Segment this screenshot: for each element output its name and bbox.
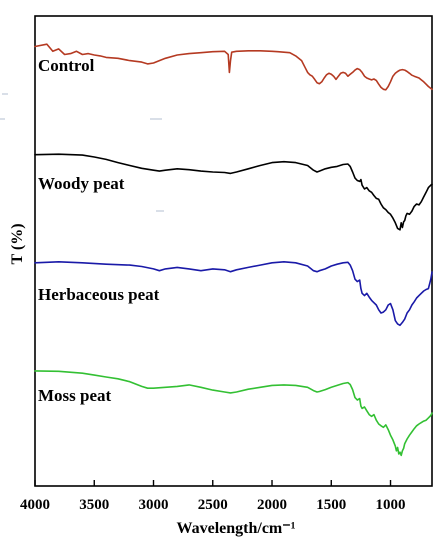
series-label-woody-peat: Woody peat bbox=[38, 174, 125, 193]
y-axis-label: T (%) bbox=[9, 223, 26, 264]
series-label-moss-peat: Moss peat bbox=[38, 386, 112, 405]
series-line-control bbox=[34, 43, 433, 91]
series-label-herbaceous-peat: Herbaceous peat bbox=[38, 285, 160, 304]
plot-frame bbox=[34, 15, 433, 487]
artifact-mark bbox=[156, 210, 164, 212]
series-label-control: Control bbox=[38, 56, 95, 75]
x-tick-label: 4000 bbox=[20, 497, 50, 513]
x-tick-label: 3000 bbox=[139, 497, 169, 513]
series-line-moss-peat bbox=[34, 370, 433, 457]
artifact-mark bbox=[2, 93, 8, 95]
series-line-herbaceous-peat bbox=[34, 261, 433, 327]
x-tick-label: 2500 bbox=[198, 497, 228, 513]
x-tick-label: 1500 bbox=[316, 497, 346, 513]
series-line-woody-peat bbox=[34, 153, 433, 231]
x-axis-label: Wavelength/cm⁻¹ bbox=[176, 520, 295, 537]
x-tick-label: 2000 bbox=[257, 497, 287, 513]
series-traces bbox=[34, 43, 433, 457]
x-tick-label: 1000 bbox=[376, 497, 406, 513]
background-artifacts bbox=[0, 93, 164, 212]
artifact-mark bbox=[0, 118, 5, 120]
x-axis-ticks: 4000 3500 3000 2500 2000 1500 1000 bbox=[20, 480, 406, 513]
artifact-mark bbox=[150, 118, 162, 120]
x-tick-label: 3500 bbox=[79, 497, 109, 513]
